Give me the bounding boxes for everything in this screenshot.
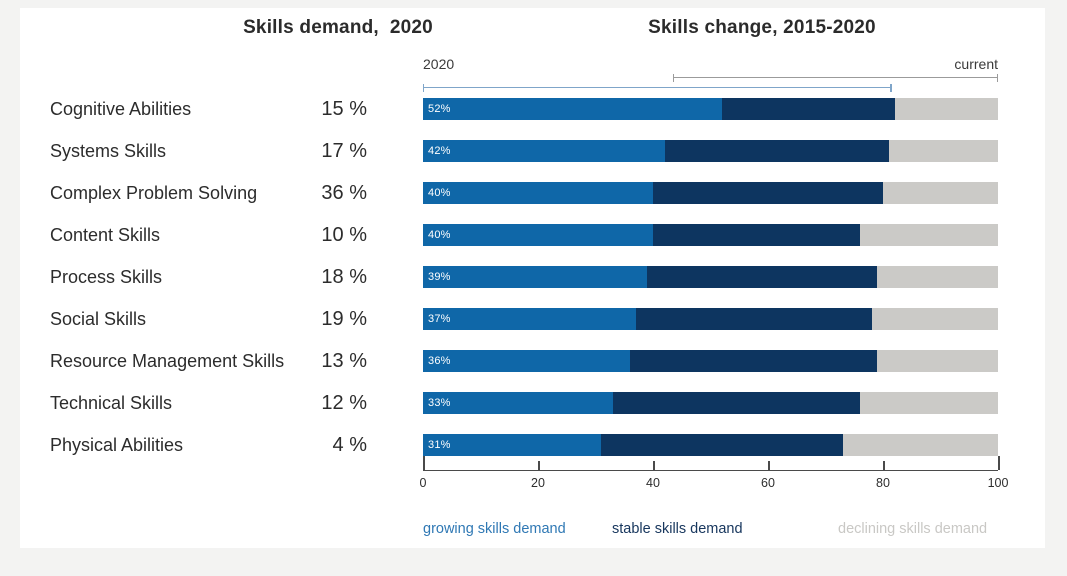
bar-value-label: 31%: [428, 439, 451, 451]
axis-tick-mark: [653, 461, 655, 470]
bar-segment-growing: 40%: [423, 182, 653, 204]
legend-growing-skills-demand: growing skills demand: [423, 521, 566, 537]
skill-label: Technical Skills: [50, 393, 173, 413]
skill-label: Process Skills: [50, 267, 163, 287]
axis-tick-mark: [538, 461, 540, 470]
bar-segment-declining: [877, 266, 998, 288]
skill-label: Cognitive Abilities: [50, 99, 192, 119]
bar-segment-growing: 33%: [423, 392, 613, 414]
bar-segment-declining: [842, 434, 998, 456]
legend-stable-skills-demand: stable skills demand: [612, 521, 743, 537]
bar-row: 31%: [423, 434, 998, 456]
bar-value-label: 42%: [428, 145, 451, 157]
axis-tick-mark: [998, 456, 1000, 470]
bar-segment-stable: [664, 140, 889, 162]
bar-row: 39%: [423, 266, 998, 288]
skill-demand-value: 18 %: [321, 266, 367, 288]
axis-tick-label: 100: [987, 476, 1009, 490]
skill-label: Social Skills: [50, 309, 147, 329]
bar-segment-stable: [653, 224, 860, 246]
bar-value-label: 52%: [428, 103, 451, 115]
bracket-label-2020: 2020: [423, 56, 455, 72]
axis-tick-label: 80: [876, 476, 890, 490]
bar-segment-growing: 37%: [423, 308, 636, 330]
left-column-title: Skills demand, 2020: [243, 17, 433, 38]
bracket-cap: [673, 74, 675, 82]
bar-segment-stable: [612, 392, 860, 414]
skill-demand-value: 17 %: [321, 140, 367, 162]
skill-demand-value: 15 %: [321, 98, 367, 120]
bar-segment-stable: [630, 350, 878, 372]
bar-segment-declining: [871, 308, 998, 330]
bar-value-label: 40%: [428, 187, 451, 199]
skill-label: Resource Management Skills: [50, 351, 285, 371]
skill-demand-value: 19 %: [321, 308, 367, 330]
bar-segment-growing: 36%: [423, 350, 630, 372]
bar-segment-declining: [894, 98, 998, 120]
bar-segment-growing: 42%: [423, 140, 665, 162]
skill-label: Complex Problem Solving: [50, 183, 258, 203]
bracket-cap: [423, 84, 425, 92]
skill-label: Systems Skills: [50, 141, 167, 161]
bar-value-label: 40%: [428, 229, 451, 241]
bar-value-label: 39%: [428, 271, 451, 283]
bar-segment-stable: [722, 98, 895, 120]
x-axis-line: [423, 470, 998, 471]
bar-segment-growing: 39%: [423, 266, 648, 288]
skill-demand-value: 4 %: [332, 434, 367, 456]
skill-demand-value: 36 %: [321, 182, 367, 204]
axis-tick-label: 40: [646, 476, 660, 490]
legend-declining-skills-demand: declining skills demand: [838, 521, 988, 537]
bar-segment-growing: 31%: [423, 434, 602, 456]
bar-segment-growing: 52%: [423, 98, 722, 120]
bar-segment-growing: 40%: [423, 224, 653, 246]
right-column-title: Skills change, 2015-2020: [648, 17, 876, 38]
bar-row: 33%: [423, 392, 998, 414]
bar-row: 37%: [423, 308, 998, 330]
bar-row: 40%: [423, 182, 998, 204]
bar-segment-stable: [647, 266, 878, 288]
bar-value-label: 36%: [428, 355, 451, 367]
bar-segment-stable: [601, 434, 843, 456]
axis-tick-label: 20: [531, 476, 545, 490]
bar-segment-declining: [877, 350, 998, 372]
axis-tick-mark: [423, 456, 425, 470]
bracket-label-current: current: [954, 56, 998, 72]
bar-row: 42%: [423, 140, 998, 162]
bar-segment-declining: [883, 182, 998, 204]
bar-row: 40%: [423, 224, 998, 246]
bar-row: 52%: [423, 98, 998, 120]
bar-value-label: 37%: [428, 313, 451, 325]
bar-segment-declining: [888, 140, 998, 162]
skill-demand-value: 10 %: [321, 224, 367, 246]
axis-tick-label: 0: [419, 476, 427, 490]
skill-label: Content Skills: [50, 225, 161, 245]
axis-tick-mark: [768, 461, 770, 470]
bar-segment-declining: [860, 224, 998, 246]
skill-label: Physical Abilities: [50, 435, 184, 455]
bar-value-label: 33%: [428, 397, 451, 409]
bracket-cap: [890, 84, 892, 92]
bar-segment-stable: [653, 182, 883, 204]
axis-tick-mark: [883, 461, 885, 470]
bar-segment-declining: [860, 392, 998, 414]
skill-demand-value: 12 %: [321, 392, 367, 414]
bar-segment-stable: [635, 308, 872, 330]
bar-row: 36%: [423, 350, 998, 372]
bracket-line-2020: [423, 84, 892, 92]
bracket-line-current: [673, 74, 998, 82]
axis-tick-label: 60: [761, 476, 775, 490]
bracket-cap: [996, 74, 998, 82]
skill-demand-value: 13 %: [321, 350, 367, 372]
